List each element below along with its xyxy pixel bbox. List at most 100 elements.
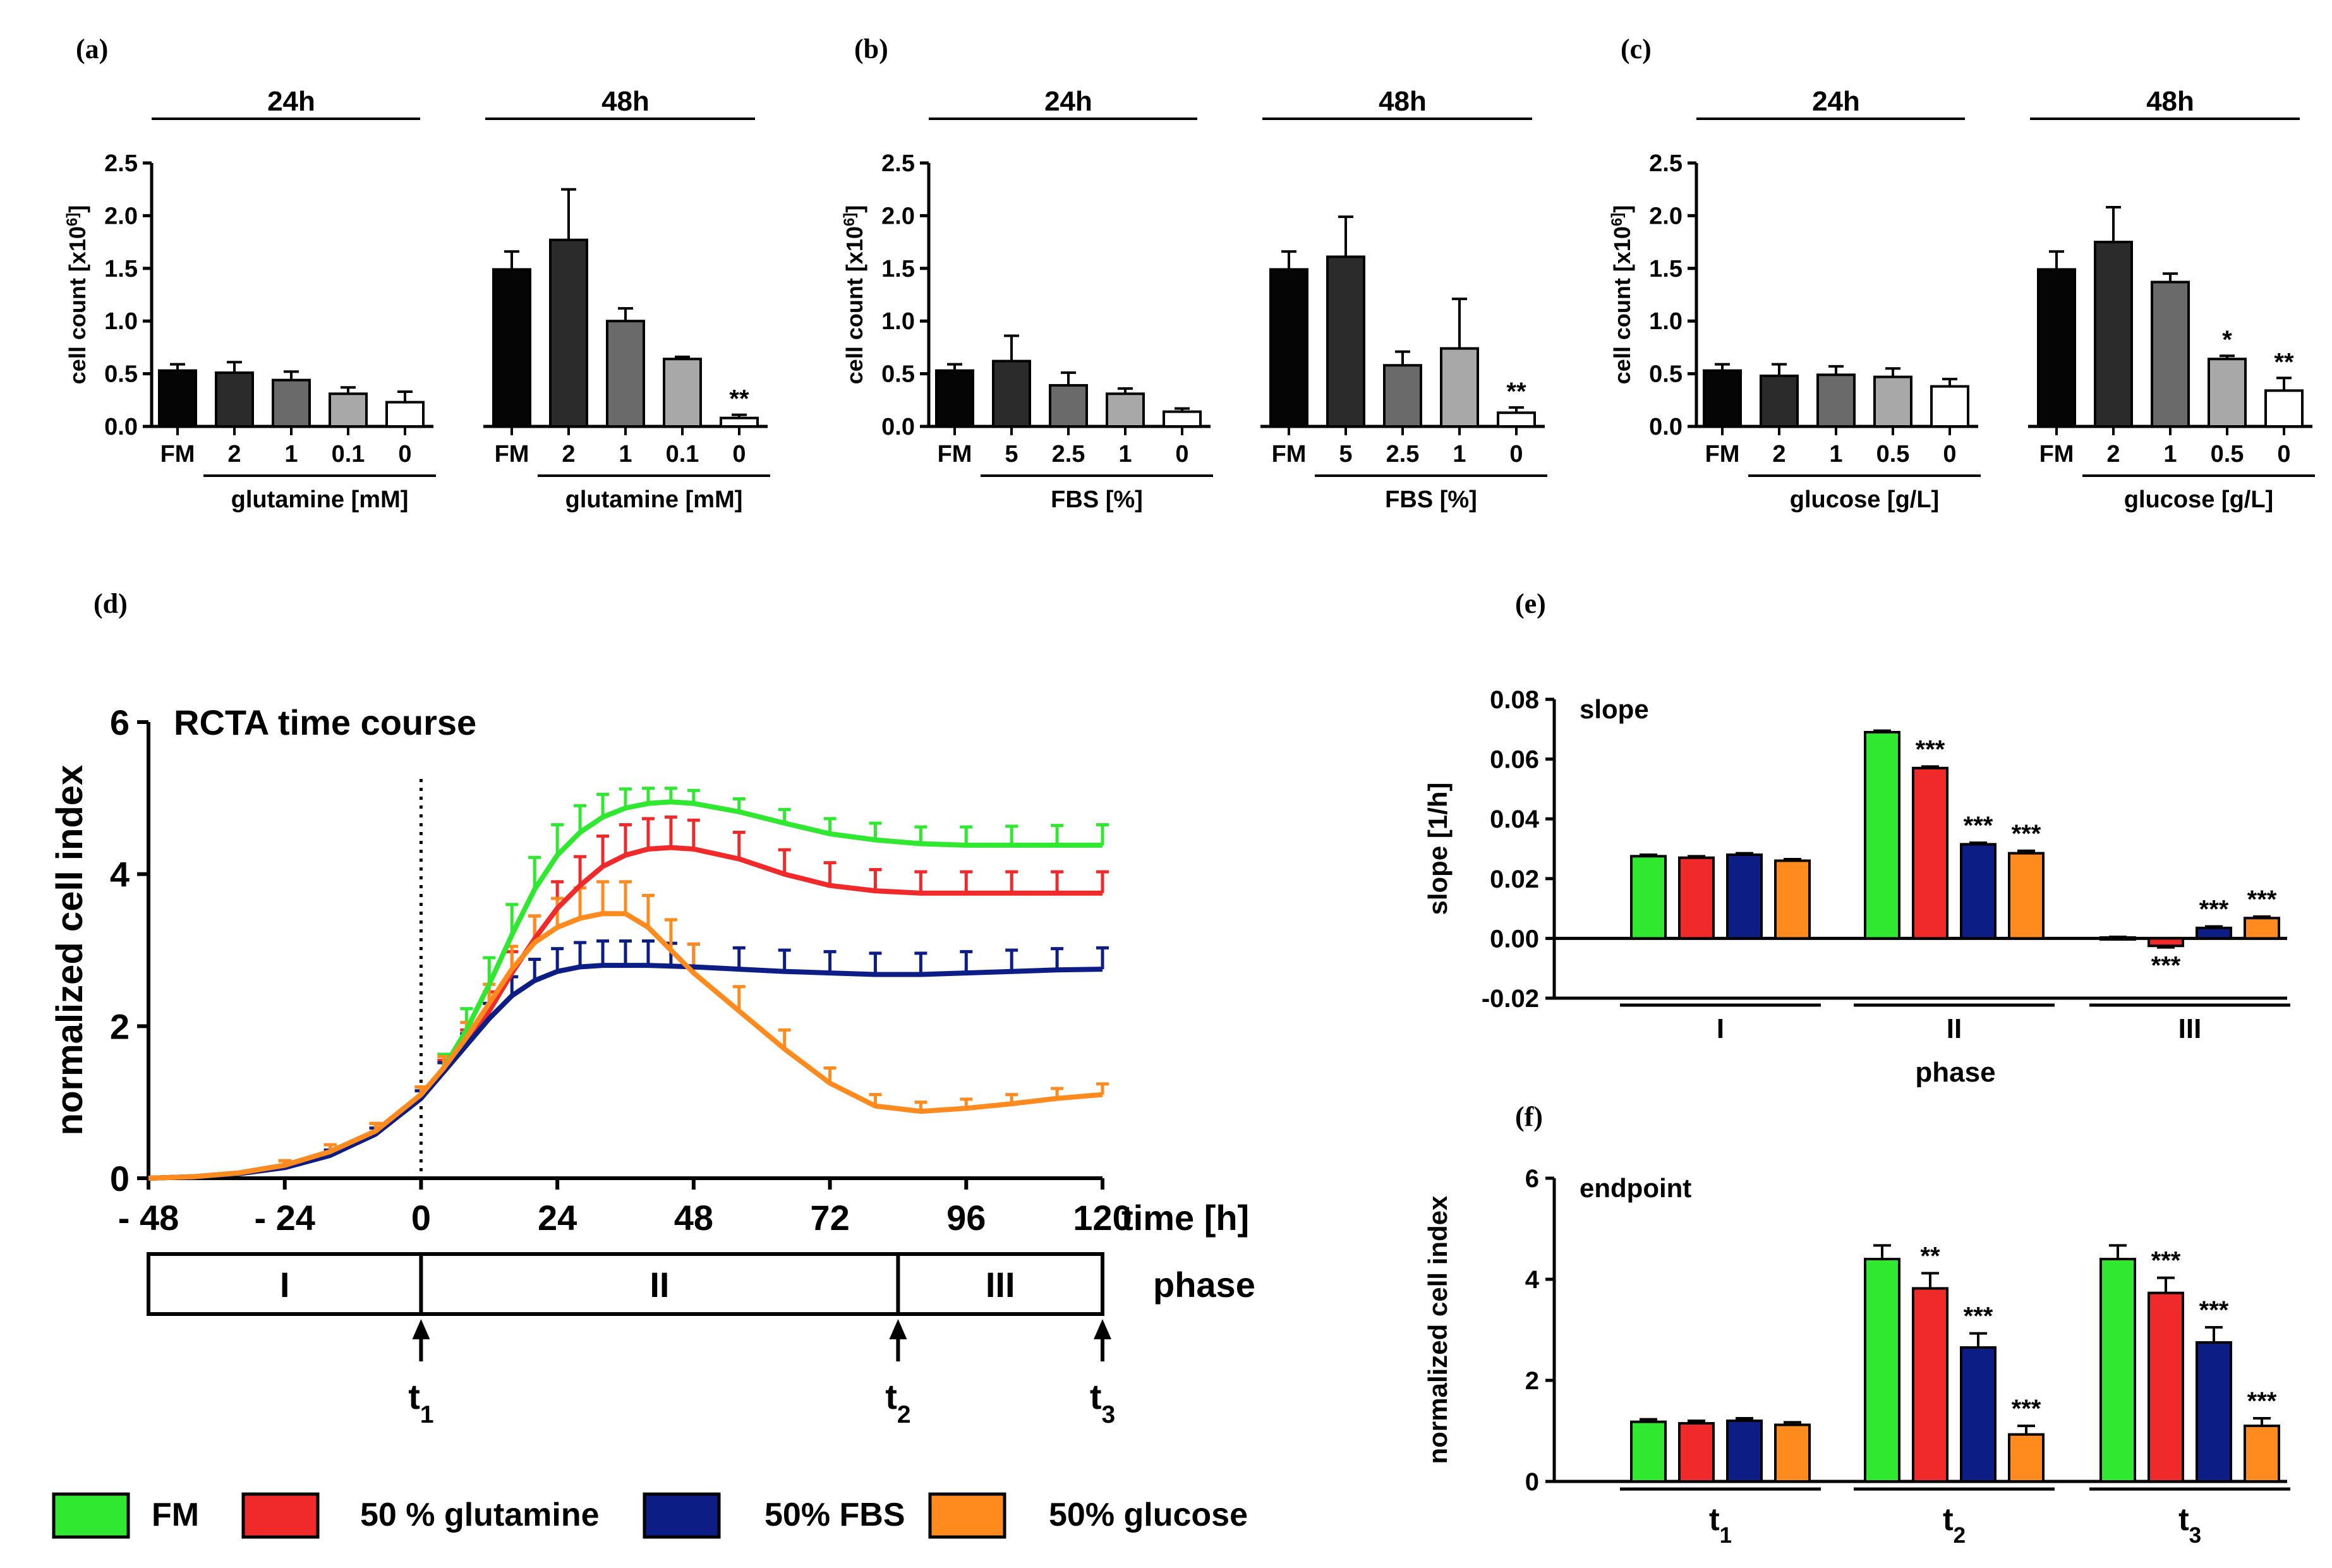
bar [935,369,974,428]
y-tick-label: 1.5 [881,256,915,282]
panel-d-chart: (d) RCTA time course normalized cell index… [49,588,1255,1428]
x-tick-label: FM [2039,441,2074,467]
x-tick-label: - 48 [118,1198,179,1238]
bar [1106,392,1145,428]
group-sublabel: FBS [%] [1385,486,1477,513]
group-title: 48h [2146,86,2194,117]
x-axis-label: phase [1915,1057,1995,1088]
y-tick-label: 1.0 [1649,308,1683,335]
category-label: I [1717,1013,1724,1044]
bar [992,359,1031,428]
panel-letter: (e) [1515,588,1546,619]
bar [2208,358,2247,428]
legend-swatch [928,1492,1006,1539]
bar [1678,1422,1715,1483]
bar [1960,843,1997,940]
group-title: 24h [267,86,315,117]
significance-label: ** [2274,348,2294,376]
x-tick-label: FM [1272,441,1307,467]
significance-label: *** [2247,1387,2277,1415]
series-line-2 [148,963,1103,1181]
bar [1630,1420,1667,1483]
bar [215,371,254,428]
category-label: t2 [1943,1502,1966,1548]
bar [1760,374,1799,428]
x-tick-label: 0 [398,441,411,467]
phase-name: I [280,1265,290,1305]
bar [1864,731,1900,940]
y-tick-label: 0.5 [881,361,915,388]
phase-arrow-head [1094,1319,1111,1339]
x-tick-label: 120 [1073,1198,1132,1238]
bar [2037,268,2076,428]
group-sublabel: FBS [%] [1051,486,1143,513]
significance-label: *** [2199,1296,2229,1324]
x-tick-label: 0.5 [1876,441,1910,467]
phase-marker: t2 [885,1377,910,1428]
y-tick-label: 2.5 [1649,150,1683,177]
legend-label: 50% FBS [764,1497,905,1533]
group-sublabel: glutamine [mM] [565,486,743,513]
bar [1930,385,1969,428]
x-tick-label: 0 [2277,441,2290,467]
y-tick-label: 0.5 [1649,361,1683,388]
y-tick-label: 0 [1525,1468,1539,1496]
x-tick-label: 0.1 [666,441,699,467]
significance-label: ** [729,385,749,413]
y-axis-label: normalized cell index [49,765,90,1136]
bar [1873,375,1912,428]
bar [2264,389,2304,428]
legend-label: 50 % glutamine [360,1497,600,1533]
panel-letter: (a) [76,33,108,64]
x-tick-label: 72 [810,1198,849,1238]
significance-label: *** [1964,1303,1993,1330]
legend-swatch [241,1492,320,1539]
group-sublabel: glutamine [mM] [231,486,409,513]
phase-marker: t1 [408,1377,433,1428]
y-tick-label: 2.0 [104,203,138,229]
chart-title: slope [1580,694,1649,724]
category-label: II [1947,1013,1962,1044]
x-tick-label: 2.5 [1052,441,1085,467]
x-axis-label: time [h] [1121,1198,1249,1238]
chart-title: endpoint [1580,1173,1691,1203]
bar [663,358,702,428]
group-title: 48h [601,86,649,117]
bar [1960,1346,1997,1483]
x-tick-label: 2 [227,441,241,467]
bar [720,416,759,428]
group-title: 24h [1044,86,1092,117]
x-tick-label: FM [938,441,972,467]
series-line-0 [148,799,1103,1181]
significance-label: *** [2012,820,2041,848]
legend-swatch [52,1492,130,1539]
y-tick-label: 2 [110,1006,130,1046]
bar [2196,1341,2232,1483]
bar [2244,1425,2280,1483]
x-tick-label: 1 [284,441,298,467]
bar [2099,1258,2136,1483]
y-tick-label: 2.5 [881,150,915,177]
y-tick-label: -0.02 [1482,985,1539,1013]
y-tick-label: 2.0 [1649,203,1683,229]
legend-label: FM [152,1497,199,1533]
y-tick-label: 2.5 [104,150,138,177]
y-axis-label: cell count [x106]] [1609,205,1636,384]
bar [606,320,645,428]
bar [1703,369,1742,428]
x-tick-label: 5 [1005,441,1018,467]
bar [1630,855,1667,940]
panel-letter: (c) [1621,33,1652,64]
bar [2148,937,2184,948]
bar [1774,859,1811,940]
panel-a-chart: (a) cell count [x106]] 0.0 0.5 1.0 1.5 2.0 2.5 2… [64,33,770,513]
bar [272,378,311,428]
panel-b-chart: (b) cell count [x106]] 0.0 0.5 1.0 1.5 2.0 2.5 2… [841,33,1547,513]
series-line-3 [148,911,1103,1181]
x-tick-label: FM [1705,441,1740,467]
y-tick-label: 0.0 [881,414,915,440]
legend: FM 50 % glutamine 50% FBS 50% glucose [52,1492,1248,1539]
x-tick-label: 24 [538,1198,577,1238]
bar [1163,410,1202,428]
y-axis-label: slope [1/h] [1423,782,1453,915]
